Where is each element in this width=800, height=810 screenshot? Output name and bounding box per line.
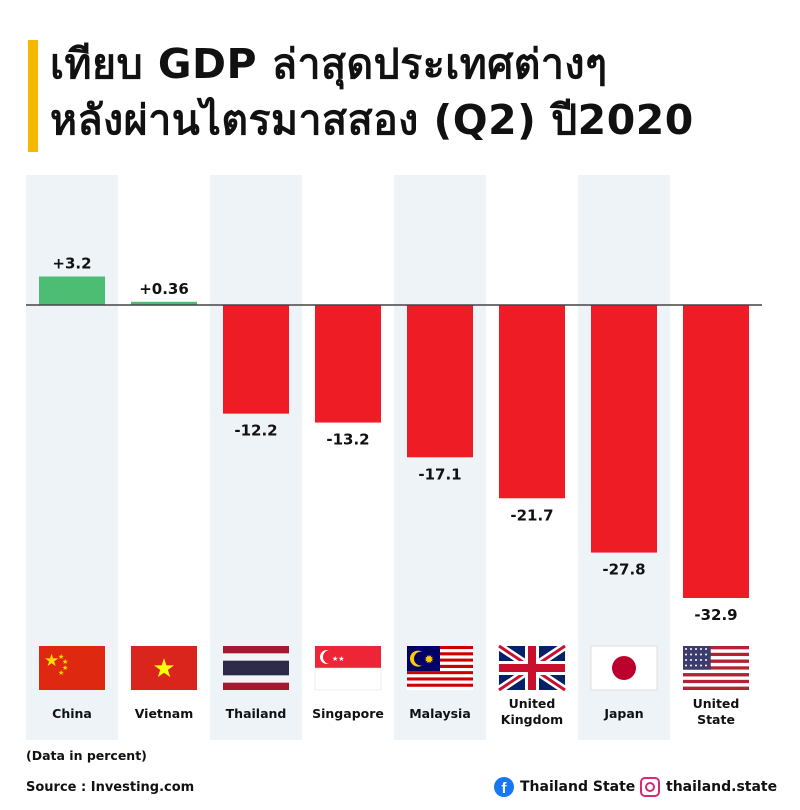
- data-label: -13.2: [326, 431, 369, 449]
- data-label: -27.8: [602, 561, 645, 579]
- instagram-handle: thailand.state: [666, 779, 778, 795]
- data-label: -21.7: [510, 506, 553, 524]
- svg-text:★: ★: [62, 658, 68, 666]
- bar-vietnam: [131, 301, 197, 305]
- title-accent-bar: [28, 40, 38, 152]
- china-flag-icon: ★★★★★: [39, 646, 105, 690]
- svg-text:★: ★: [58, 669, 64, 677]
- bar-united-state: [683, 305, 749, 598]
- malaysia-flag-icon: ✹: [407, 646, 473, 690]
- data-label: -12.2: [234, 422, 277, 440]
- svg-text:★: ★: [62, 664, 68, 672]
- category-label-singapore: Singapore: [312, 706, 384, 721]
- svg-text:★: ★: [58, 653, 64, 661]
- bar-united-kingdom: [499, 305, 565, 499]
- facebook-icon: f: [494, 777, 514, 797]
- column-band: [26, 175, 118, 740]
- column-band: [210, 175, 302, 740]
- svg-text:★★: ★★: [332, 655, 345, 663]
- instagram-icon: [640, 777, 660, 797]
- source-note: Source : Investing.com: [26, 780, 195, 795]
- category-label-japan: Japan: [603, 706, 643, 721]
- title-line-2: หลังผ่านไตรมาสสอง (Q2) ปี2020: [50, 96, 694, 144]
- category-label-thailand: Thailand: [226, 706, 287, 721]
- bar-malaysia: [407, 305, 473, 458]
- data-label: +0.36: [139, 280, 189, 298]
- page-title: เทียบ GDP ล่าสุดประเทศต่างๆ หลังผ่านไตรม…: [50, 36, 694, 148]
- category-label-vietnam: Vietnam: [135, 706, 194, 721]
- instagram-credit[interactable]: thailand.state: [640, 777, 777, 797]
- singapore-flag-icon: ★★: [314, 646, 382, 691]
- bar-china: [39, 276, 105, 305]
- facebook-name: Thailand State: [520, 779, 636, 795]
- svg-text:✹: ✹: [424, 653, 434, 667]
- facebook-credit[interactable]: f Thailand State: [494, 777, 635, 797]
- japan-flag-icon: [590, 645, 658, 691]
- united-kingdom-flag-icon: [496, 642, 568, 694]
- thailand-flag-icon: [223, 646, 289, 690]
- svg-text:★: ★: [44, 651, 59, 671]
- title-line-1: เทียบ GDP ล่าสุดประเทศต่างๆ: [50, 40, 608, 88]
- united-states-flag-icon: [683, 646, 749, 690]
- column-band: [394, 175, 486, 740]
- category-label-china: China: [52, 706, 92, 721]
- bar-thailand: [223, 305, 289, 414]
- bar-japan: [591, 305, 657, 553]
- data-label: -32.9: [694, 606, 737, 624]
- category-label-united-kingdom: United Kingdom: [501, 696, 563, 727]
- category-label-malaysia: Malaysia: [409, 706, 471, 721]
- vietnam-flag-icon: ★: [131, 646, 197, 690]
- bar-singapore: [315, 305, 381, 423]
- unit-note: (Data in percent): [26, 748, 147, 763]
- data-label: +3.2: [52, 255, 91, 273]
- category-label-united-state: United State: [693, 696, 740, 727]
- svg-text:★: ★: [152, 654, 175, 684]
- data-label: -17.1: [418, 465, 461, 483]
